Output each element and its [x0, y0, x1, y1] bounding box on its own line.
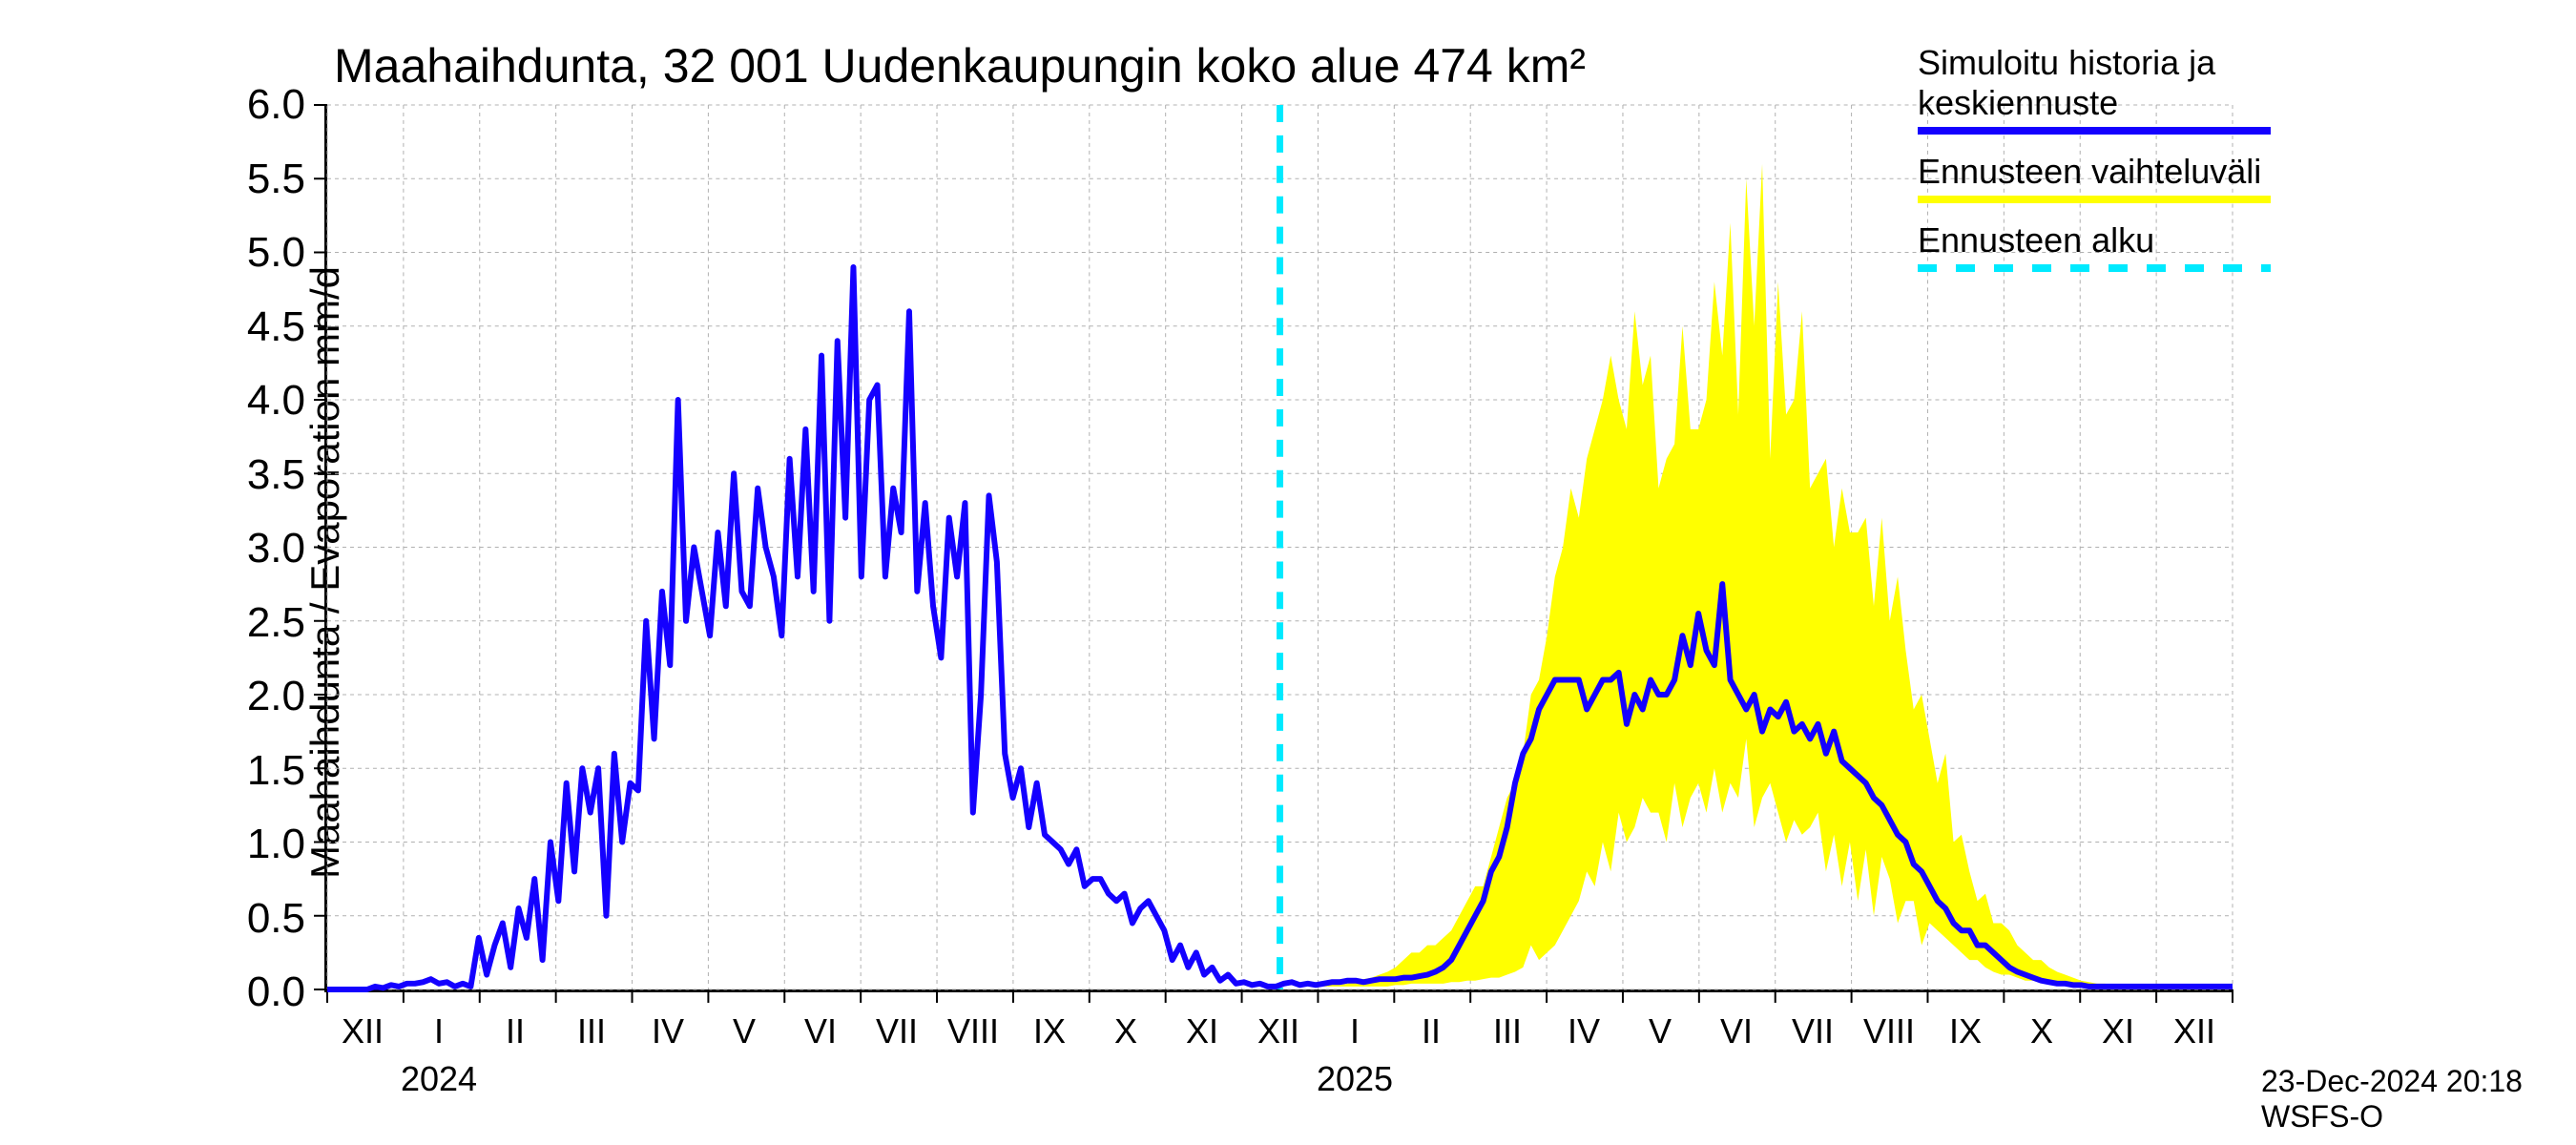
y-tick-label: 2.5	[191, 599, 305, 647]
legend-label: Simuloitu historia ja	[1918, 43, 2215, 82]
y-tick-label: 0.0	[191, 968, 305, 1016]
x-tick-month: II	[506, 1011, 525, 1051]
x-tick-month: V	[733, 1011, 756, 1051]
x-tick-month: IX	[1949, 1011, 1982, 1051]
x-tick-month: III	[1493, 1011, 1522, 1051]
x-tick-month: X	[1114, 1011, 1137, 1051]
y-tick-label: 1.0	[191, 821, 305, 868]
x-tick-month: XI	[1186, 1011, 1218, 1051]
x-tick-year: 2025	[1317, 1059, 1393, 1099]
x-tick-month: I	[1350, 1011, 1360, 1051]
x-tick-month: VI	[804, 1011, 837, 1051]
legend-item-range: Ennusteen vaihteluväli	[1918, 152, 2557, 203]
legend-label: keskiennuste	[1918, 83, 2118, 122]
x-tick-month: X	[2030, 1011, 2053, 1051]
legend-swatch-cyan	[1918, 264, 2271, 272]
timestamp: 23-Dec-2024 20:18 WSFS-O	[2261, 1064, 2576, 1135]
y-tick-label: 3.5	[191, 451, 305, 499]
legend-label: Ennusteen alku	[1918, 220, 2154, 260]
legend-item-forecast-start: Ennusteen alku	[1918, 220, 2557, 272]
x-tick-month: VI	[1720, 1011, 1753, 1051]
x-tick-month: III	[577, 1011, 606, 1051]
x-tick-month: XII	[1257, 1011, 1299, 1051]
x-tick-year: 2024	[401, 1059, 477, 1099]
y-tick-label: 4.5	[191, 303, 305, 351]
y-tick-label: 1.5	[191, 747, 305, 795]
y-tick-label: 5.0	[191, 229, 305, 277]
y-tick-label: 6.0	[191, 81, 305, 129]
x-tick-month: IX	[1033, 1011, 1066, 1051]
legend-swatch-yellow	[1918, 196, 2271, 203]
y-tick-label: 4.0	[191, 377, 305, 425]
x-tick-month: XI	[2102, 1011, 2134, 1051]
chart-title: Maahaihdunta, 32 001 Uudenkaupungin koko…	[334, 38, 1586, 94]
x-tick-month: XII	[342, 1011, 384, 1051]
x-tick-month: VIII	[947, 1011, 999, 1051]
x-tick-month: VII	[876, 1011, 918, 1051]
legend-label: Ennusteen vaihteluväli	[1918, 152, 2261, 191]
legend-swatch-blue	[1918, 127, 2271, 135]
x-tick-month: IV	[1568, 1011, 1600, 1051]
x-tick-month: VII	[1792, 1011, 1834, 1051]
x-tick-month: II	[1422, 1011, 1441, 1051]
y-tick-label: 5.5	[191, 156, 305, 203]
y-tick-label: 3.0	[191, 525, 305, 572]
y-tick-label: 0.5	[191, 895, 305, 943]
y-tick-label: 2.0	[191, 673, 305, 720]
x-tick-month: VIII	[1863, 1011, 1915, 1051]
x-tick-month: I	[434, 1011, 444, 1051]
legend: Simuloitu historia ja keskiennuste Ennus…	[1918, 43, 2557, 289]
legend-item-history: Simuloitu historia ja keskiennuste	[1918, 43, 2557, 135]
x-tick-month: IV	[652, 1011, 684, 1051]
x-tick-month: XII	[2173, 1011, 2215, 1051]
x-tick-month: V	[1649, 1011, 1672, 1051]
chart-container: Maahaihdunta, 32 001 Uudenkaupungin koko…	[0, 0, 2576, 1145]
